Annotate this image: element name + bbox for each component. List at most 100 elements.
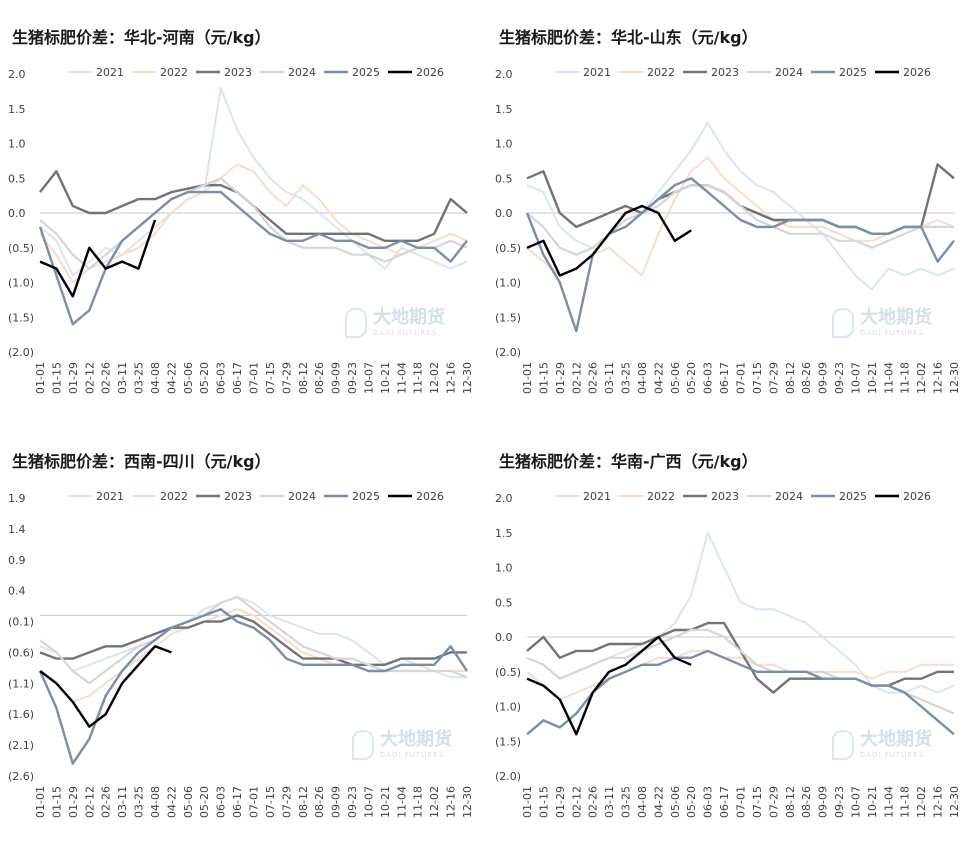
x-tick-label: 01-15 [537,786,550,818]
x-tick-label: 01-01 [521,786,534,818]
x-tick-label: 09-23 [833,786,846,818]
x-tick-label: 07-29 [767,362,780,394]
series-line-2024 [39,595,468,685]
legend-label-2021: 2021 [583,66,611,79]
x-tick-label: 07-29 [280,362,293,394]
x-tick-label: 04-08 [636,362,649,394]
x-tick-label: 10-07 [849,362,862,394]
x-tick-label: 12-16 [932,362,945,394]
x-tick-label: 12-02 [915,362,928,394]
legend-label-2026: 2026 [903,66,931,79]
legend: 2021 2022 2023 2024 2025 2026 [555,490,931,503]
x-tick-label: 07-29 [767,786,780,818]
y-tick-label: 0.9 [8,554,26,567]
chart-title: 生猪标肥价差：华南-广西（元/kg） [499,452,758,471]
x-tick-label: 11-18 [899,786,912,818]
x-tick-label: 08-12 [297,362,310,394]
x-tick-label: 12-16 [445,362,458,394]
x-tick-label: 05-20 [685,362,698,394]
y-tick-label: 1.4 [8,523,26,536]
x-tick-label: 07-15 [264,362,277,394]
x-tick-label: 11-04 [395,786,408,818]
x-tick-label: 08-12 [784,786,797,818]
x-tick-label: 04-08 [149,362,162,394]
chart-guangxi: 2021 2022 2023 2024 2025 2026 2.0 1.5 1.0 0.5 0.0 (… [495,490,961,818]
y-tick-label: 0.5 [495,596,513,609]
x-tick-label: 02-12 [83,786,96,818]
series-line-2024 [39,177,468,270]
x-tick-label: 08-26 [800,786,813,818]
panel-shandong: 生猪标肥价差：华北-山东（元/kg） 2021 2022 2023 2024 2025 2… [487,0,974,424]
y-axis: 1.9 1.4 0.9 0.4 (0.1) (0.6) (1.1) (1.6) (2.1) (2.… [8,492,34,783]
y-tick-label: (1.1) [8,677,34,690]
y-tick-label: (0.5) [8,242,34,255]
legend-label-2023: 2023 [711,490,739,503]
x-tick-label: 06-03 [215,362,228,394]
series-line-2022 [526,156,955,277]
y-tick-label: 0.5 [8,172,26,185]
y-axis: 2.0 1.5 1.0 0.5 0.0 (0.5) (1.0) (1.5) (2.0) [495,68,521,359]
x-tick-label: 03-11 [116,786,129,818]
legend-label-2026: 2026 [416,66,444,79]
legend-label-2024: 2024 [775,490,803,503]
x-tick-label: 09-09 [817,362,830,394]
x-tick-label: 11-18 [899,362,912,394]
x-tick-label: 04-22 [165,362,178,394]
chart-title: 生猪标肥价差：华北-山东（元/kg） [499,28,758,47]
x-tick-label: 11-18 [412,786,425,818]
y-tick-label: (2.0) [8,346,34,359]
x-tick-label: 07-01 [735,362,748,394]
x-tick-label: 07-01 [248,786,261,818]
panel-henan: 生猪标肥价差：华北-河南（元/kg） 2021 2022 2023 2024 2025 2… [0,0,487,424]
panel-guangxi: 生猪标肥价差：华南-广西（元/kg） 2021 2022 2023 2024 2025 2… [487,424,974,848]
x-tick-label: 12-30 [948,786,961,818]
chart-henan: 2021 2022 2023 2024 2025 2026 2.0 1.5 1.0 0.5 0.0 (… [8,66,474,394]
x-tick-label: 03-25 [620,786,633,818]
y-tick-label: 1.0 [495,138,513,151]
y-tick-label: 1.0 [8,138,26,151]
x-tick-label: 02-26 [587,362,600,394]
x-tick-label: 12-30 [461,362,474,394]
legend-label-2026: 2026 [416,490,444,503]
legend-label-2021: 2021 [96,490,124,503]
series-line-2022 [526,649,954,701]
x-tick-label: 07-15 [751,362,764,394]
x-tick-label: 11-04 [882,786,895,818]
x-tick-label: 08-26 [313,786,326,818]
chart-title: 生猪标肥价差：西南-四川（元/kg） [12,452,271,471]
x-tick-label: 07-15 [751,786,764,818]
x-tick-label: 01-01 [34,786,47,818]
legend-label-2022: 2022 [160,490,188,503]
x-tick-label: 11-04 [882,362,895,394]
series-line-2026 [39,645,172,728]
y-tick-label: (2.0) [495,346,521,359]
y-tick-label: 0.0 [495,207,513,220]
x-tick-label: 04-08 [149,786,162,818]
legend-label-2023: 2023 [224,490,252,503]
x-tick-label: 08-12 [784,362,797,394]
x-tick-label: 06-17 [718,362,731,394]
x-axis: 01-01 01-15 01-29 02-12 02-26 03-11 03-25 04-08… [34,362,474,394]
x-tick-label: 05-06 [182,362,195,394]
x-tick-label: 12-30 [461,786,474,818]
x-tick-label: 05-20 [198,786,211,818]
series-line-2022 [39,608,467,703]
x-tick-label: 02-12 [570,362,583,394]
x-tick-label: 01-29 [67,362,80,394]
series-line-2026 [39,219,157,298]
legend: 2021 2022 2023 2024 2025 2026 [68,490,444,503]
x-tick-label: 10-07 [362,786,375,818]
series-line-2023 [39,614,467,667]
x-tick-label: 03-25 [133,362,146,394]
x-tick-label: 06-03 [702,786,715,818]
chart-title: 生猪标肥价差：华北-河南（元/kg） [12,28,271,47]
x-tick-label: 10-21 [866,786,879,818]
x-tick-label: 09-09 [330,786,343,818]
series-line-2025 [526,649,955,736]
x-tick-label: 12-02 [428,786,441,818]
y-tick-label: 1.0 [495,562,513,575]
series-line-2025 [38,607,468,765]
y-tick-label: 0.4 [8,585,26,598]
x-tick-label: 07-29 [280,786,293,818]
x-tick-label: 03-11 [603,362,616,394]
